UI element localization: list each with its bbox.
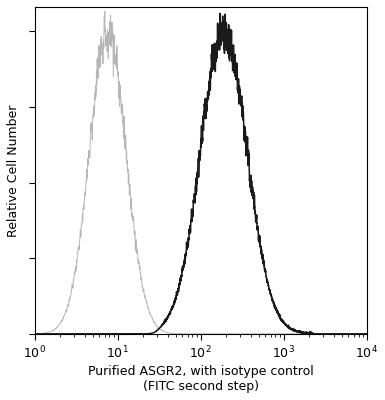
Y-axis label: Relative Cell Number: Relative Cell Number [7,104,20,236]
X-axis label: Purified ASGR2, with isotype control
(FITC second step): Purified ASGR2, with isotype control (FI… [88,365,313,393]
